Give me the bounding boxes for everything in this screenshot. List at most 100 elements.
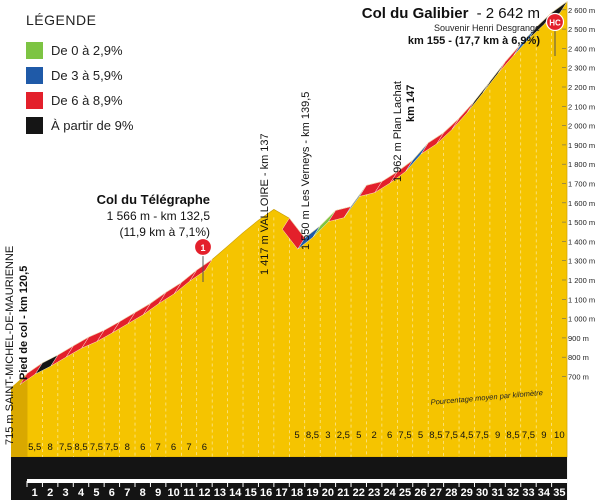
legend-swatch-blue: [26, 67, 43, 84]
legend-label: De 3 à 5,9%: [51, 68, 123, 83]
gradient-value: 7,5: [90, 442, 103, 453]
altitude-tick-label: 2 300 m: [568, 64, 595, 73]
km-label: 17: [275, 487, 287, 499]
altitude-tick-label: 900 m: [568, 334, 589, 343]
km-axis: 1 2 3 4 5 6 7 8 9 10 11 12 13 14 15 16 17 18 19 20 21 22 23 24 2…: [11, 457, 568, 500]
altitude-tick-label: 2 000 m: [568, 122, 595, 131]
altitude-tick-label: 1 400 m: [568, 237, 595, 246]
km-label: 24: [383, 487, 396, 499]
km-label: 2: [47, 487, 53, 499]
start-label-2: Pied de col - km 120,5: [18, 266, 30, 380]
gradient-value: 8: [125, 442, 130, 453]
gradient-labels: 5,5 8 7,5 8,5 7,5 7,5 8 6 7 6 7 65 8,5 3 2,5 5 2 6 7,5 5 8,5…: [28, 430, 565, 453]
km-label: 18: [291, 487, 303, 499]
legend-title: LÉGENDE: [26, 12, 97, 28]
profile-side-face: [11, 373, 27, 471]
km-label: 1: [32, 487, 38, 499]
galibier-subtitle: Souvenir Henri Desgrange: [434, 23, 540, 33]
gradient-value: 7: [156, 442, 161, 453]
legend-label: À partir de 9%: [51, 118, 134, 133]
gradient-value: 8,5: [306, 430, 319, 441]
km-label: 13: [214, 487, 226, 499]
gradient-value: 2: [372, 430, 377, 441]
galibier-title: Col du Galibier - 2 642 m: [362, 5, 540, 22]
valloire-label: 1 417 m VALLOIRE - km 137: [259, 133, 271, 275]
telegraphe-badge-label: 1: [200, 243, 205, 253]
gradient-value: 7: [186, 442, 191, 453]
gradient-value: 10: [554, 430, 565, 441]
altitude-tick-label: 2 600 m: [568, 6, 595, 15]
km-label: 34: [538, 487, 551, 499]
altitude-tick-label: 2 100 m: [568, 102, 595, 111]
altitude-tick-label: 1 100 m: [568, 295, 595, 304]
km-label: 31: [491, 487, 503, 499]
gradient-value: 4,5: [460, 430, 473, 441]
altitude-tick-label: 1 700 m: [568, 180, 595, 189]
gradient-value: 9: [495, 430, 500, 441]
km-label: 10: [167, 487, 179, 499]
km-label: 35: [553, 487, 565, 499]
grid-lines: [42, 20, 552, 457]
km-label: 30: [476, 487, 488, 499]
altitude-tick-label: 1 800 m: [568, 160, 595, 169]
km-label: 14: [229, 487, 242, 499]
legend-swatch-green: [26, 42, 43, 59]
km-label: 3: [63, 487, 69, 499]
km-label: 33: [522, 487, 534, 499]
km-label: 25: [399, 487, 411, 499]
legend-label: De 6 à 8,9%: [51, 93, 123, 108]
legend-label: De 0 à 2,9%: [51, 43, 123, 58]
gradient-band: [19, 1, 568, 385]
verneys-label: 1 550 m Les Verneys - km 139,5: [300, 92, 312, 250]
gradient-value: 6: [140, 442, 145, 453]
gradient-value: 7,5: [59, 442, 72, 453]
km-label: 11: [183, 487, 195, 499]
km-label: 7: [124, 487, 130, 499]
altitude-tick-label: 1 300 m: [568, 257, 595, 266]
km-label: 29: [461, 487, 473, 499]
km-label: 23: [368, 487, 380, 499]
gradient-value: 7,5: [522, 430, 535, 441]
altitude-tick-label: 1 200 m: [568, 276, 595, 285]
gradient-value: 5: [294, 430, 299, 441]
gradient-value: 8: [47, 442, 52, 453]
km-label: 32: [507, 487, 519, 499]
gradient-value: 5,5: [28, 442, 41, 453]
km-label: 6: [109, 487, 115, 499]
altitude-ticks: 700 m 800 m 900 m 1 000 m 1 100 m 1 200 m 1 30…: [562, 6, 595, 382]
telegraphe-line3: (11,9 km à 7,1%): [120, 225, 210, 239]
altitude-tick-label: 700 m: [568, 373, 589, 382]
km-label: 19: [306, 487, 318, 499]
altitude-tick-label: 2 400 m: [568, 44, 595, 53]
gradient-value: 6: [171, 442, 176, 453]
gradient-value: 2,5: [337, 430, 350, 441]
km-label: 20: [322, 487, 334, 499]
gradient-value: 8,5: [74, 442, 87, 453]
km-label: 9: [155, 487, 161, 499]
gradient-value: 5: [356, 430, 361, 441]
gradient-value: 7,5: [105, 442, 118, 453]
km-axis-line: [27, 479, 568, 483]
telegraphe-badge: [193, 237, 213, 257]
altitude-tick-label: 1 000 m: [568, 315, 595, 324]
altitude-tick-label: 1 500 m: [568, 218, 595, 227]
gradient-value: 7,5: [445, 430, 458, 441]
galibier-badge-label: HC: [549, 19, 561, 28]
gradient-value: 3: [325, 430, 330, 441]
gradient-value: 6: [202, 442, 207, 453]
gradient-band-segment: [189, 259, 213, 282]
gradient-value: 8,5: [506, 430, 519, 441]
altitude-tick-label: 2 500 m: [568, 25, 595, 34]
legend-swatch-black: [26, 117, 43, 134]
galibier-badge: [545, 12, 565, 32]
gradient-value: 8,5: [429, 430, 442, 441]
km-label: 8: [140, 487, 146, 499]
plan-lachat-label-2: km 147: [405, 85, 417, 122]
km-label: 4: [78, 487, 85, 499]
km-label: 12: [198, 487, 210, 499]
gradient-value: 9: [541, 430, 546, 441]
gradient-value: 6: [387, 430, 392, 441]
altitude-tick-label: 1 600 m: [568, 199, 595, 208]
telegraphe-title: Col du Télégraphe: [97, 192, 210, 207]
